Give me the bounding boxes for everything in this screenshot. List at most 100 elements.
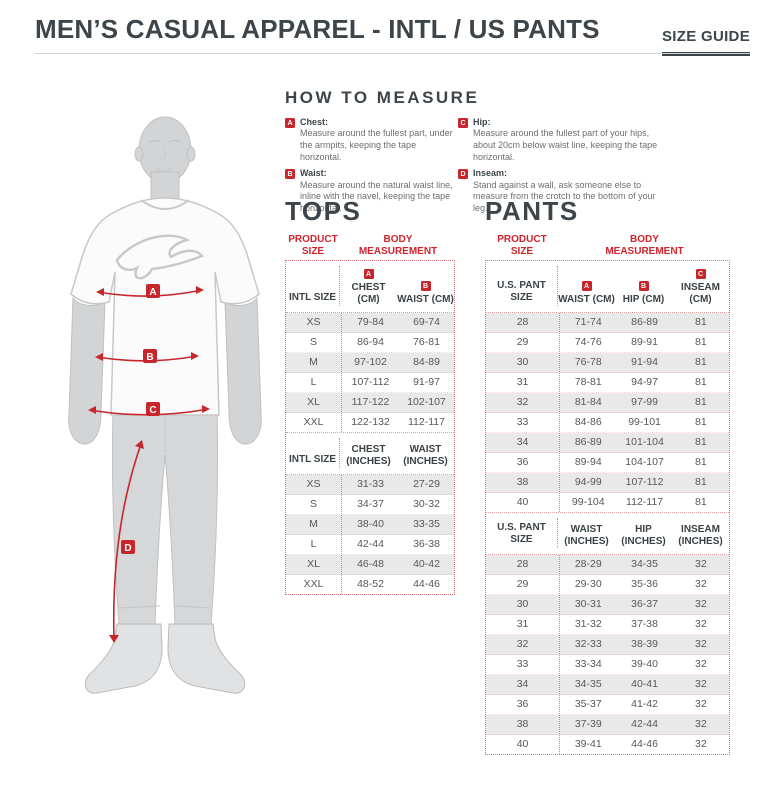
table-row: L 42-44 36-38 [286,535,454,555]
table-row: XS 79-84 69-74 [286,313,454,333]
table-row: S 86-94 76-81 [286,333,454,353]
measurement-column-header: INSEAM (INCHES) [678,524,723,547]
table-row: 31 31-32 37-38 32 [486,615,729,635]
tops-inches-header-row: INTL SIZE CHEST (INCHES) WAIST (INCHES) [286,432,454,475]
table-row: S 34-37 30-32 [286,495,454,515]
how-to-measure-title: HOW TO MEASURE [285,88,480,107]
table-row: 36 35-37 41-42 32 [486,695,729,715]
pants-cm-rows: 28 71-74 86-89 81 29 74-76 89-91 81 30 7… [486,313,729,512]
table-row: L 107-112 91-97 [286,373,454,393]
header-divider [35,53,750,54]
measurement-column-header: HIP (INCHES) [621,524,666,547]
table-row: XS 31-33 27-29 [286,475,454,495]
measure-description: Measure around the natural waist line, i… [300,179,453,213]
measure-letter-badge: D [458,169,468,180]
table-row: XL 117-122 102-107 [286,393,454,413]
figure-marker-c: C [149,405,156,416]
figure-marker-d: D [124,543,131,554]
measure-label: Waist: [300,168,327,179]
table-row: 29 74-76 89-91 81 [486,333,729,353]
measurement-column-header: CHEST (INCHES) [346,444,391,467]
measurement-column-header: WAIST (INCHES) [564,524,609,547]
shirt-logo [115,234,204,280]
table-row: 30 30-31 36-37 32 [486,595,729,615]
measure-description: Measure around the fullest part of your … [473,128,658,162]
table-row: 28 71-74 86-89 81 [486,313,729,333]
body-measurement-header: BODY MEASUREMENT [605,234,684,257]
figure-marker-badges: A B C D [121,284,160,554]
pants-inches-rows: 28 28-29 34-35 32 29 29-30 35-36 32 30 3… [486,555,729,754]
table-row: 33 84-86 99-101 81 [486,413,729,433]
table-row: 40 99-104 112-117 81 [486,493,729,512]
table-row: 33 33-34 39-40 32 [486,655,729,675]
measure-label: Chest: [300,117,329,127]
measure-instruction: A Chest: Measure around the fullest part… [285,117,458,163]
column-letter-badge: A [581,281,592,291]
measurement-column-header: C INSEAM (CM) [681,269,720,305]
inseam-arrow [109,440,144,643]
product-size-header: PRODUCT SIZE [288,234,338,257]
size-column-header: U.S. PANT SIZE [486,518,558,548]
measure-arrows: A B C D [88,284,210,643]
man-illustration [68,116,262,694]
column-letter-badge: A [363,269,374,279]
product-size-header: PRODUCT SIZE [497,234,547,257]
page-title: MEN’S CASUAL APPAREL - INTL / US PANTS [35,14,600,44]
table-row: XXL 48-52 44-46 [286,575,454,594]
measurement-column-header: WAIST (INCHES) [403,444,448,467]
measure-letter-badge: C [458,118,468,128]
tops-section: TOPS PRODUCT SIZE BODY MEASUREMENT INTL … [285,196,455,595]
measurement-column-header: A WAIST (CM) [558,281,615,305]
pants-cm-header-row: U.S. PANT SIZE A WAIST (CM) B HIP (CM) C… [486,261,729,313]
pants-table: U.S. PANT SIZE A WAIST (CM) B HIP (CM) C… [485,260,730,755]
pants-title: PANTS [485,196,579,226]
figure-marker-a: A [149,287,156,298]
table-row: 38 94-99 107-112 81 [486,473,729,493]
table-row: XXL 122-132 112-117 [286,413,454,432]
how-to-measure-list: A Chest: Measure around the fullest part… [285,117,765,215]
measure-letter-badge: B [285,169,295,180]
measurement-column-header: B HIP (CM) [622,281,665,305]
table-row: XL 46-48 40-42 [286,555,454,575]
measure-letter-badge: A [285,118,295,128]
measure-description: Stand against a wall, ask someone else t… [473,179,656,213]
size-guide-tab[interactable]: SIZE GUIDE [661,28,750,56]
tops-inches-rows: XS 31-33 27-29 S 34-37 30-32 M 38-40 33-… [286,475,454,594]
body-measurement-header: BODY MEASUREMENT [358,234,438,257]
pants-group-header: PRODUCT SIZE BODY MEASUREMENT [485,234,730,257]
pants-inches-header-row: U.S. PANT SIZE WAIST (INCHES) HIP (INCHE… [486,512,729,555]
column-letter-badge: C [695,269,706,279]
table-row: 40 39-41 44-46 32 [486,735,729,754]
figure-marker-b: B [146,352,153,363]
tops-title: TOPS [285,196,362,226]
tops-group-header: PRODUCT SIZE BODY MEASUREMENT [285,234,455,257]
measurement-figure-illustration: A B C D [68,116,262,694]
how-to-measure-section: HOW TO MEASURE A Chest: Measure around t… [285,88,765,215]
table-row: 32 32-33 38-39 32 [486,635,729,655]
size-column-header: INTL SIZE [286,266,340,306]
table-row: 28 28-29 34-35 32 [486,555,729,575]
measure-instruction: C Hip: Measure around the fullest part o… [458,117,765,163]
tops-cm-header-row: INTL SIZE A CHEST (CM) B WAIST (CM) [286,261,454,313]
table-row: 34 86-89 101-104 81 [486,433,729,453]
measure-instruction: B Waist: Measure around the natural wais… [285,168,458,214]
table-row: 31 78-81 94-97 81 [486,373,729,393]
pants-section: PANTS PRODUCT SIZE BODY MEASUREMENT U.S.… [485,196,730,755]
table-row: 32 81-84 97-99 81 [486,393,729,413]
measure-description: Measure around the fullest part, under t… [300,128,453,162]
size-column-header: U.S. PANT SIZE [486,266,558,306]
table-row: 29 29-30 35-36 32 [486,575,729,595]
table-row: 30 76-78 91-94 81 [486,353,729,373]
measure-label: Hip: [473,117,491,127]
tops-table: INTL SIZE A CHEST (CM) B WAIST (CM) XS 7… [285,260,455,595]
column-letter-badge: B [638,281,649,291]
tops-cm-rows: XS 79-84 69-74 S 86-94 76-81 M 97-102 84… [286,313,454,432]
table-row: M 38-40 33-35 [286,515,454,535]
size-column-header: INTL SIZE [286,438,340,468]
table-row: 34 34-35 40-41 32 [486,675,729,695]
measure-label: Inseam: [473,168,508,179]
table-row: 36 89-94 104-107 81 [486,453,729,473]
measurement-column-header: A CHEST (CM) [351,269,386,305]
measure-instruction: D Inseam: Stand against a wall, ask some… [458,168,765,214]
